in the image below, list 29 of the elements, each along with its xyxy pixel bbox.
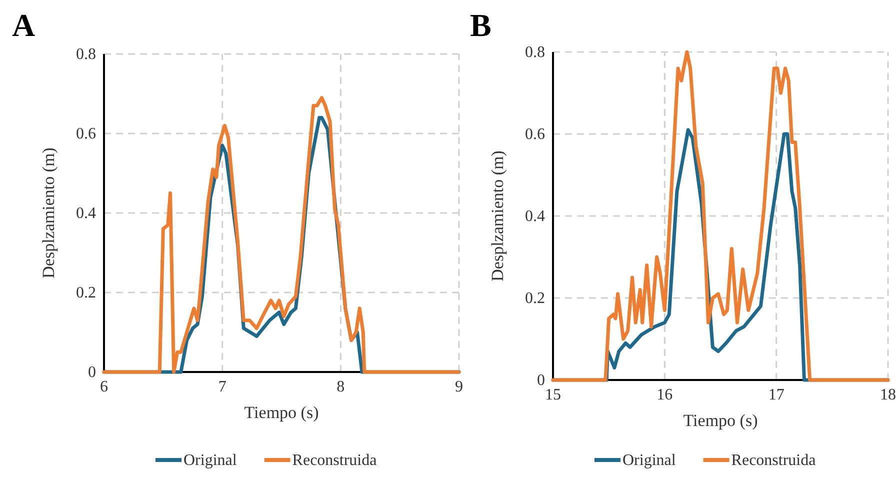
x-tick-label: 17	[768, 386, 784, 404]
y-axis-title: Desplzamiento (m)	[39, 148, 58, 278]
x-axis-title: Tiempo (s)	[244, 403, 319, 422]
y-tick-label: 0.8	[76, 46, 96, 64]
x-tick-label: 7	[218, 378, 226, 396]
y-tick-label: 0	[537, 372, 545, 390]
chart-title: A	[12, 7, 36, 43]
y-tick-label: 0.8	[525, 44, 545, 62]
legend-label: Reconstruida	[731, 452, 816, 469]
y-tick-label: 0.2	[525, 290, 545, 308]
x-tick-label: 9	[455, 378, 463, 396]
line-series	[551, 50, 890, 382]
x-tick-label: 6	[100, 378, 108, 396]
x-tick-label: 16	[656, 386, 673, 404]
legend-label: Original	[184, 452, 238, 469]
y-tick-label: 0.4	[525, 208, 545, 226]
legend-label: Reconstruida	[292, 452, 377, 469]
legend-label: Original	[622, 452, 676, 469]
y-tick-label: 0.6	[76, 126, 96, 143]
x-tick-label: 18	[880, 386, 896, 404]
y-tick-label: 0	[88, 364, 96, 382]
x-axis-title: Tiempo (s)	[683, 411, 758, 430]
y-tick-label: 0.6	[525, 126, 545, 144]
x-tick-label: 15	[545, 386, 561, 404]
y-axis-title: Desplzamiento (m)	[488, 150, 507, 282]
y-tick-label: 0.2	[76, 284, 96, 302]
x-tick-label: 8	[336, 378, 345, 396]
chart-title: B	[470, 7, 492, 43]
y-tick-label: 0.4	[76, 205, 96, 222]
